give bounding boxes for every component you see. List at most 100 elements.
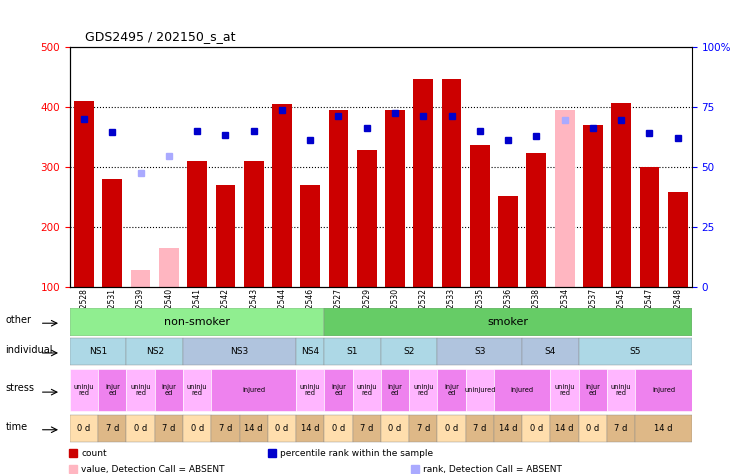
Bar	[74, 101, 94, 287]
Text: uninju
red: uninju red	[74, 383, 94, 396]
Text: injur
ed: injur ed	[331, 383, 346, 396]
Bar	[668, 192, 687, 287]
Text: 7 d: 7 d	[473, 424, 486, 433]
Bar	[635, 415, 692, 442]
Text: count: count	[81, 449, 107, 458]
Text: 7 d: 7 d	[162, 424, 176, 433]
Bar	[551, 415, 578, 442]
Bar	[385, 110, 405, 287]
Bar	[409, 369, 437, 411]
Bar	[498, 196, 518, 287]
Bar	[70, 308, 325, 336]
Bar	[296, 369, 325, 411]
Bar	[127, 415, 155, 442]
Bar	[131, 270, 150, 287]
Text: NS1: NS1	[89, 347, 107, 356]
Bar	[183, 415, 211, 442]
Bar	[551, 369, 578, 411]
Bar	[244, 161, 263, 287]
Text: uninju
red: uninju red	[554, 383, 575, 396]
Bar	[70, 338, 127, 365]
Bar	[328, 110, 348, 287]
Bar	[183, 338, 296, 365]
Bar	[523, 338, 578, 365]
Text: time: time	[5, 422, 27, 432]
Bar	[437, 369, 466, 411]
Text: injur
ed: injur ed	[388, 383, 403, 396]
Bar	[353, 415, 381, 442]
Text: stress: stress	[5, 383, 35, 392]
Bar	[494, 415, 523, 442]
Text: injur
ed: injur ed	[585, 383, 601, 396]
Text: uninju
red: uninju red	[413, 383, 434, 396]
Bar	[555, 110, 575, 287]
Bar	[216, 185, 236, 287]
Text: percentile rank within the sample: percentile rank within the sample	[280, 449, 434, 458]
Text: uninju
red: uninju red	[187, 383, 208, 396]
Bar	[409, 415, 437, 442]
Text: 0 d: 0 d	[445, 424, 459, 433]
Bar	[70, 415, 98, 442]
Text: NS4: NS4	[301, 347, 319, 356]
Bar	[607, 369, 635, 411]
Bar	[494, 369, 551, 411]
Text: injur
ed: injur ed	[161, 383, 177, 396]
Text: uninju
red: uninju red	[611, 383, 631, 396]
Bar	[353, 369, 381, 411]
Bar	[155, 369, 183, 411]
Text: GDS2495 / 202150_s_at: GDS2495 / 202150_s_at	[85, 30, 235, 43]
Bar	[300, 185, 320, 287]
Bar	[211, 415, 239, 442]
Bar	[211, 369, 296, 411]
Text: S4: S4	[545, 347, 556, 356]
Bar	[381, 369, 409, 411]
Text: non-smoker: non-smoker	[164, 317, 230, 327]
Bar	[127, 338, 183, 365]
Bar	[578, 338, 692, 365]
Text: 0 d: 0 d	[587, 424, 600, 433]
Bar	[523, 415, 551, 442]
Text: 0 d: 0 d	[191, 424, 204, 433]
Text: injur
ed: injur ed	[444, 383, 459, 396]
Text: NS2: NS2	[146, 347, 164, 356]
Text: 7 d: 7 d	[219, 424, 232, 433]
Bar	[325, 338, 381, 365]
Bar	[578, 369, 607, 411]
Bar	[466, 415, 494, 442]
Bar	[268, 415, 296, 442]
Text: 14 d: 14 d	[301, 424, 319, 433]
Text: value, Detection Call = ABSENT: value, Detection Call = ABSENT	[81, 465, 224, 474]
Bar	[583, 125, 603, 287]
Text: uninjured: uninjured	[464, 387, 495, 393]
Bar	[381, 338, 437, 365]
Bar	[296, 338, 325, 365]
Bar	[381, 415, 409, 442]
Bar	[442, 79, 461, 287]
Text: S1: S1	[347, 347, 358, 356]
Bar	[357, 150, 377, 287]
Text: smoker: smoker	[487, 317, 528, 327]
Bar	[272, 104, 292, 287]
Bar	[607, 415, 635, 442]
Bar	[437, 415, 466, 442]
Bar	[325, 415, 353, 442]
Text: 7 d: 7 d	[360, 424, 373, 433]
Text: 14 d: 14 d	[654, 424, 673, 433]
Text: 0 d: 0 d	[389, 424, 402, 433]
Bar	[325, 308, 692, 336]
Text: 0 d: 0 d	[530, 424, 543, 433]
Text: 0 d: 0 d	[77, 424, 91, 433]
Text: S5: S5	[629, 347, 641, 356]
Text: individual: individual	[5, 345, 53, 355]
Text: injured: injured	[511, 387, 534, 393]
Bar	[296, 415, 325, 442]
Bar	[70, 369, 98, 411]
Bar	[187, 161, 207, 287]
Text: NS3: NS3	[230, 347, 249, 356]
Text: 0 d: 0 d	[134, 424, 147, 433]
Bar	[414, 79, 434, 287]
Text: S3: S3	[474, 347, 486, 356]
Bar	[466, 369, 494, 411]
Text: injured: injured	[652, 387, 675, 393]
Text: 7 d: 7 d	[615, 424, 628, 433]
